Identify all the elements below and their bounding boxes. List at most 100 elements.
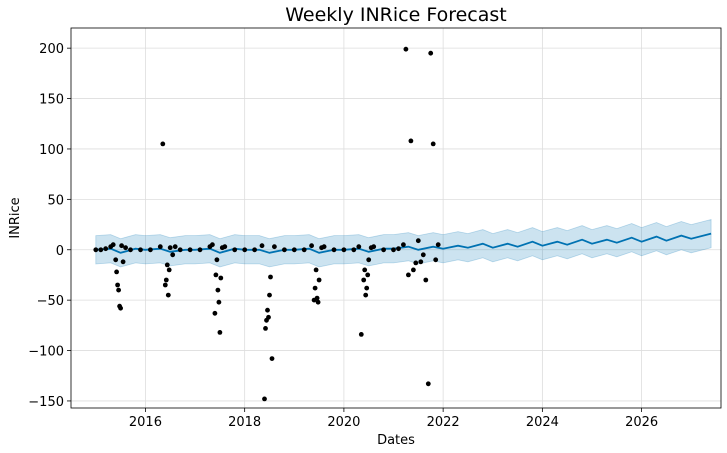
observed-point	[413, 260, 419, 266]
x-tick-label: 2020	[327, 415, 360, 430]
observed-point	[197, 247, 203, 253]
x-axis-title: Dates	[377, 433, 415, 448]
x-axis-ticks: 2016 2018 2020 2022 2024 2026	[129, 408, 658, 430]
observed-point	[157, 244, 163, 250]
observed-point	[411, 267, 416, 273]
observed-point	[408, 138, 414, 144]
grid	[71, 28, 721, 408]
observed-point	[217, 330, 223, 335]
observed-point	[430, 141, 436, 147]
observed-point	[351, 247, 357, 253]
observed-point	[120, 259, 126, 265]
observed-point	[252, 247, 257, 253]
observed-point	[218, 275, 224, 281]
observed-point	[331, 247, 337, 253]
y-tick-label: 0	[56, 244, 64, 259]
observed-point	[406, 272, 411, 278]
x-tick-label: 2026	[625, 415, 658, 430]
observed-point	[216, 299, 222, 305]
observed-point	[316, 277, 322, 283]
observed-point	[433, 257, 439, 263]
observed-point	[115, 282, 120, 288]
observed-point	[128, 247, 133, 253]
y-tick-label: −100	[28, 345, 64, 360]
observed-point	[428, 50, 434, 56]
observed-point	[396, 246, 401, 252]
observed-points	[93, 46, 441, 402]
observed-point	[282, 247, 287, 253]
observed-point	[356, 244, 362, 250]
observed-point	[312, 285, 318, 291]
observed-point	[116, 287, 121, 293]
forecast-path	[95, 232, 712, 254]
observed-point	[418, 259, 424, 265]
y-tick-label: 100	[39, 143, 64, 158]
observed-point	[110, 242, 116, 248]
observed-point	[119, 243, 124, 249]
observed-point	[361, 277, 367, 283]
observed-point	[93, 247, 99, 253]
observed-point	[163, 277, 169, 283]
observed-point	[118, 305, 123, 311]
x-tick-label: 2016	[129, 415, 162, 430]
observed-point	[213, 272, 219, 278]
observed-point	[314, 295, 320, 301]
observed-point	[210, 242, 215, 248]
observed-point	[123, 245, 128, 251]
observed-point	[103, 246, 109, 252]
observed-point	[341, 247, 347, 253]
observed-point	[242, 247, 248, 253]
observed-point	[391, 247, 396, 253]
y-tick-label: 200	[39, 42, 64, 57]
observed-point	[362, 267, 368, 273]
observed-point	[212, 310, 218, 316]
observed-point	[265, 307, 270, 313]
observed-point	[425, 381, 431, 387]
observed-point	[358, 332, 364, 337]
observed-point	[364, 285, 370, 291]
observed-point	[114, 269, 119, 275]
observed-point	[401, 242, 406, 248]
y-axis-ticks: −150 −100 −50 0 50 100 150 200	[28, 42, 71, 410]
chart-title: Weekly INRice Forecast	[285, 4, 507, 26]
observed-point	[170, 252, 176, 258]
observed-point	[262, 396, 267, 402]
observed-point	[215, 287, 221, 293]
observed-point	[365, 272, 371, 278]
observed-point	[263, 326, 268, 331]
observed-point	[272, 244, 277, 250]
observed-point	[164, 262, 170, 268]
observed-point	[321, 244, 327, 250]
x-tick-label: 2018	[228, 415, 261, 430]
observed-point	[423, 277, 429, 283]
observed-point	[222, 244, 228, 250]
observed-point	[268, 274, 273, 280]
observed-point	[214, 257, 220, 263]
forecast-line	[95, 232, 712, 254]
y-axis-title: INRice	[8, 197, 23, 238]
observed-point	[160, 141, 166, 147]
observed-point	[166, 267, 172, 273]
observed-point	[366, 257, 372, 263]
y-tick-label: 150	[39, 93, 64, 108]
y-tick-label: 50	[47, 193, 64, 208]
observed-point	[420, 252, 426, 258]
observed-point	[381, 247, 386, 253]
y-tick-label: −50	[37, 294, 64, 309]
observed-point	[148, 247, 153, 253]
observed-point	[187, 247, 193, 253]
observed-point	[232, 247, 238, 253]
observed-point	[266, 314, 271, 320]
observed-point	[172, 244, 178, 250]
x-tick-label: 2022	[427, 415, 460, 430]
observed-point	[162, 282, 168, 288]
observed-point	[113, 257, 119, 263]
observed-point	[403, 46, 409, 52]
observed-point	[291, 247, 297, 253]
observed-point	[259, 243, 265, 249]
observed-point	[177, 247, 183, 253]
y-tick-label: −150	[28, 395, 64, 410]
observed-point	[138, 247, 143, 253]
plot-frame	[70, 27, 722, 409]
